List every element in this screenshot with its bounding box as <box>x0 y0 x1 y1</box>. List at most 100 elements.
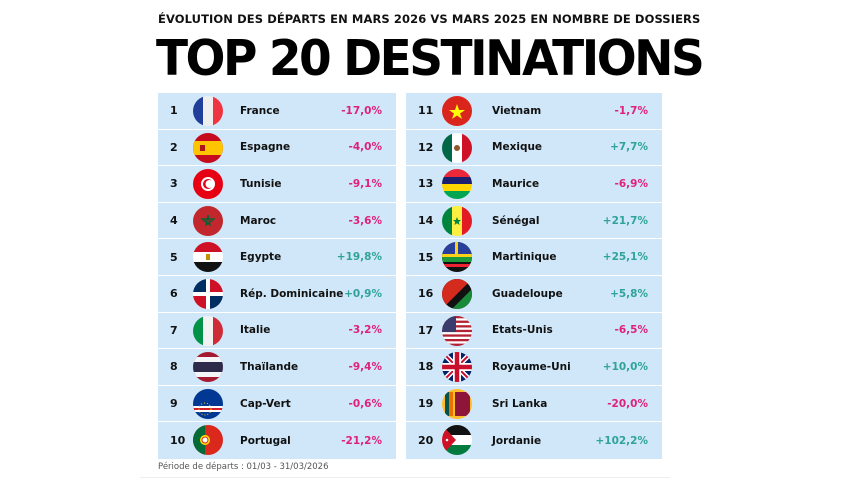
subtitle: ÉVOLUTION DES DÉPARTS EN MARS 2026 VS MA… <box>158 12 701 26</box>
country-name: Jordanie <box>492 434 542 447</box>
destination-row: 20 Jordanie +102,2% <box>406 422 662 459</box>
rank: 7 <box>170 323 178 337</box>
rank: 8 <box>170 360 178 374</box>
flag-do-icon <box>193 278 223 309</box>
change-value: -9,4% <box>348 360 382 373</box>
country-name: Thaïlande <box>240 360 299 373</box>
country-name: Portugal <box>240 434 291 447</box>
country-name: Guadeloupe <box>492 287 563 300</box>
change-value: +21,7% <box>602 214 648 227</box>
period-note: Période de départs : 01/03 - 31/03/2026 <box>158 462 329 472</box>
rank: 19 <box>418 397 434 411</box>
change-value: -17,0% <box>341 104 382 117</box>
flag-gb-icon <box>442 352 472 383</box>
destination-row: 14 Sénégal +21,7% <box>406 203 662 240</box>
destination-row: 5 Egypte +19,8% <box>158 239 396 276</box>
destination-row: 18 Royaume-Uni +10,0% <box>406 349 662 386</box>
change-value: -6,9% <box>614 177 648 190</box>
flag-mu-icon <box>442 169 472 200</box>
rank: 16 <box>418 287 434 301</box>
flag-tn-icon <box>193 169 223 200</box>
destination-row: 13 Maurice -6,9% <box>406 166 662 203</box>
rank: 6 <box>170 287 178 301</box>
change-value: -21,2% <box>341 434 382 447</box>
country-name: Tunisie <box>240 177 282 190</box>
change-value: +0,9% <box>344 287 382 300</box>
country-name: Royaume-Uni <box>492 360 571 373</box>
country-name: Italie <box>240 324 271 337</box>
change-value: -20,0% <box>607 397 648 410</box>
destination-row: 7 Italie -3,2% <box>158 313 396 350</box>
destination-row: 6 Rép. Dominicaine +0,9% <box>158 276 396 313</box>
country-name: Vietnam <box>492 104 542 117</box>
rank: 13 <box>418 177 434 191</box>
ranking-panel-left: 1 France -17,0% 2 Espagne -4,0% 3 Tunisie … <box>158 93 396 459</box>
destination-row: 9 Cap-Vert -0,6% <box>158 386 396 423</box>
rank: 11 <box>418 104 434 118</box>
flag-es-icon <box>193 132 223 163</box>
flag-sn-icon <box>442 205 472 236</box>
page-title: TOP 20 DESTINATIONS <box>156 30 705 88</box>
flag-cv-icon <box>193 388 223 419</box>
country-name: Sénégal <box>492 214 540 227</box>
rank: 9 <box>170 397 178 411</box>
country-name: Espagne <box>240 141 291 154</box>
flag-mq-icon <box>442 242 472 273</box>
rank: 1 <box>170 104 178 118</box>
country-name: Etats-Unis <box>492 324 553 337</box>
flag-us-icon <box>442 315 472 346</box>
rank: 14 <box>418 214 434 228</box>
flag-jo-icon <box>442 425 472 456</box>
country-name: France <box>240 104 280 117</box>
change-value: +102,2% <box>595 434 648 447</box>
change-value: -1,7% <box>614 104 648 117</box>
rank: 2 <box>170 140 178 154</box>
change-value: -4,0% <box>348 141 382 154</box>
destination-row: 12 Mexique +7,7% <box>406 130 662 167</box>
rank: 20 <box>418 434 434 448</box>
destination-row: 17 Etats-Unis -6,5% <box>406 313 662 350</box>
change-value: +7,7% <box>610 141 648 154</box>
country-name: Sri Lanka <box>492 397 548 410</box>
destination-row: 3 Tunisie -9,1% <box>158 166 396 203</box>
change-value: +25,1% <box>602 251 648 264</box>
divider <box>140 477 670 478</box>
country-name: Maurice <box>492 177 540 190</box>
flag-mx-icon <box>442 132 472 163</box>
change-value: -3,2% <box>348 324 382 337</box>
country-name: Maroc <box>240 214 277 227</box>
flag-fr-icon <box>193 96 223 126</box>
destination-row: 8 Thaïlande -9,4% <box>158 349 396 386</box>
flag-ma-icon <box>193 205 223 236</box>
rank: 12 <box>418 140 434 154</box>
rank: 15 <box>418 250 434 264</box>
rank: 4 <box>170 214 178 228</box>
change-value: +5,8% <box>610 287 648 300</box>
destination-row: 10 Portugal -21,2% <box>158 422 396 459</box>
rank: 5 <box>170 250 178 264</box>
country-name: Rép. Dominicaine <box>240 287 344 300</box>
destination-row: 15 Martinique +25,1% <box>406 239 662 276</box>
destination-row: 19 Sri Lanka -20,0% <box>406 386 662 423</box>
change-value: +10,0% <box>602 360 648 373</box>
rank: 10 <box>170 434 186 448</box>
flag-pt-icon <box>193 425 223 456</box>
change-value: -0,6% <box>348 397 382 410</box>
country-name: Mexique <box>492 141 543 154</box>
flag-vn-icon <box>442 96 472 126</box>
flag-it-icon <box>193 315 223 346</box>
flag-eg-icon <box>193 242 223 273</box>
change-value: -3,6% <box>348 214 382 227</box>
country-name: Egypte <box>240 251 282 264</box>
change-value: +19,8% <box>336 251 382 264</box>
change-value: -9,1% <box>348 177 382 190</box>
rank: 18 <box>418 360 434 374</box>
destination-row: 1 France -17,0% <box>158 93 396 130</box>
destination-row: 11 Vietnam -1,7% <box>406 93 662 130</box>
destination-row: 16 Guadeloupe +5,8% <box>406 276 662 313</box>
country-name: Cap-Vert <box>240 397 291 410</box>
rank: 17 <box>418 323 434 337</box>
change-value: -6,5% <box>614 324 648 337</box>
flag-th-icon <box>193 352 223 383</box>
flag-gp-icon <box>442 278 472 309</box>
